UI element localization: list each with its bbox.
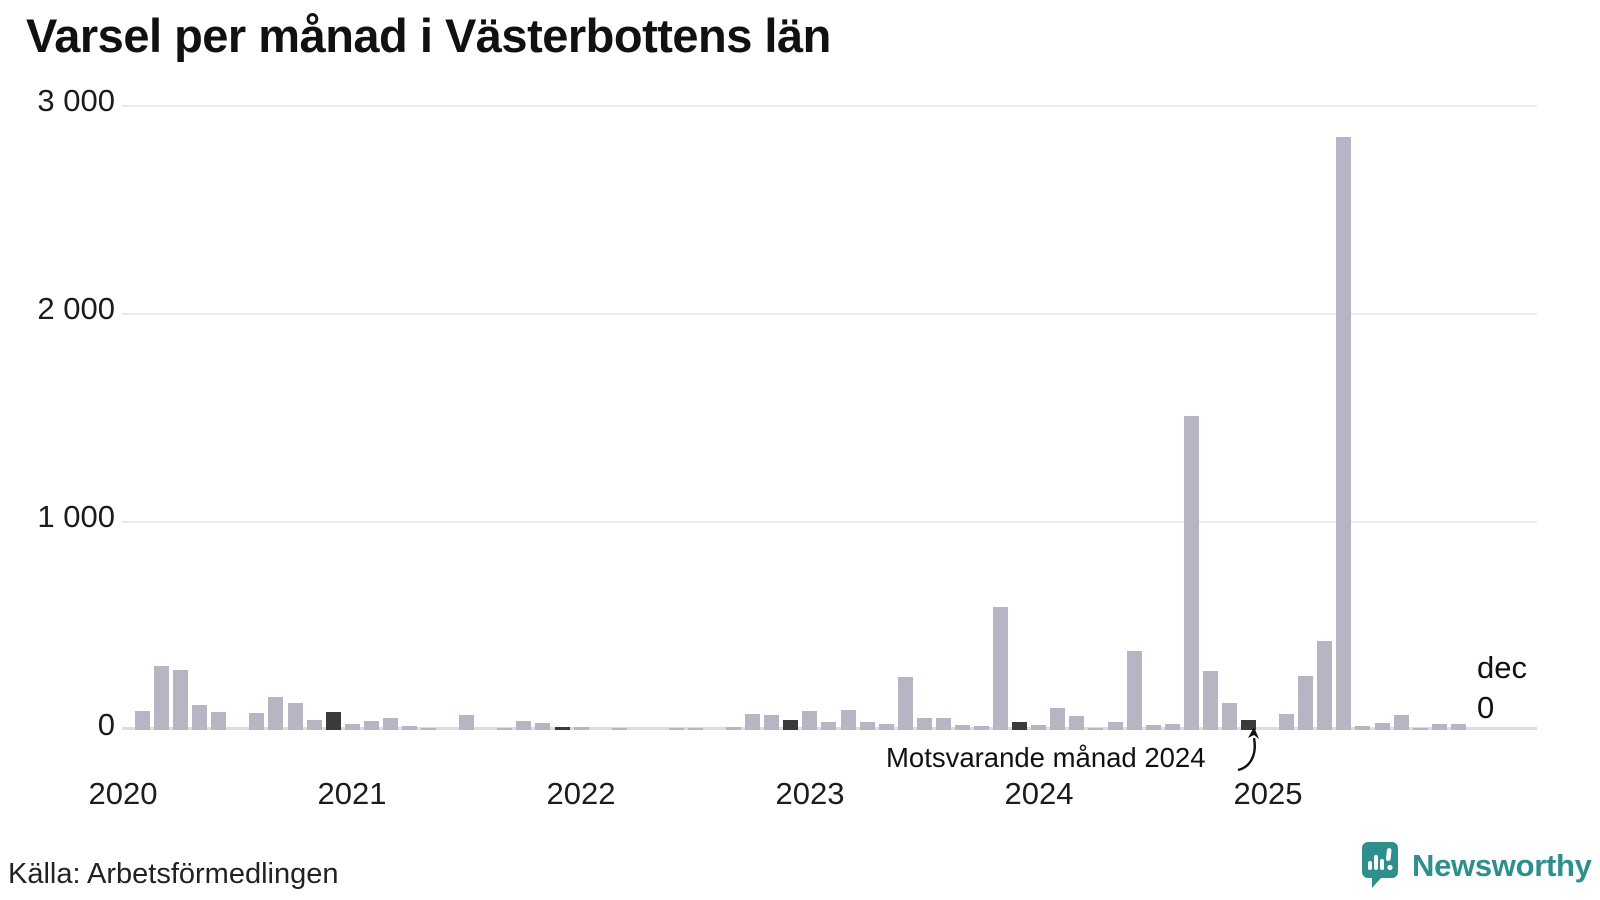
bar-2023-feb: [821, 722, 836, 730]
bar-2024-sep: [1184, 416, 1199, 730]
bar-2022-dec: [783, 720, 798, 730]
bar-2024-nov: [1222, 703, 1237, 730]
bar-2024-jan: [1031, 725, 1046, 730]
annotation-corresponding-month: Motsvarande månad 2024: [886, 742, 1206, 773]
bar-2021-sep: [497, 728, 512, 730]
bar-2020-mar: [154, 666, 169, 730]
bar-2024-feb: [1050, 708, 1065, 730]
bar-2020-nov: [307, 720, 322, 730]
gridline-2000: [122, 313, 1537, 315]
bar-2024-aug: [1165, 724, 1180, 730]
bar-2024-jun: [1127, 651, 1142, 730]
bar-2021-okt: [516, 721, 531, 730]
bar-2022-nov: [764, 715, 779, 730]
latest-value-label: dec 0: [1477, 648, 1527, 728]
bar-2024-dec: [1241, 720, 1256, 730]
bar-2023-mar: [841, 710, 856, 730]
bar-2022-mar: [612, 728, 627, 730]
bar-2023-apr: [860, 722, 875, 730]
bar-2023-jan: [802, 711, 817, 730]
bar-2021-dec: [555, 727, 570, 730]
bar-2023-jun: [898, 677, 913, 730]
bar-2021-jul: [459, 715, 474, 730]
newsworthy-speech-bubble-chart-icon: [1362, 842, 1398, 888]
source-caption: Källa: Arbetsförmedlingen: [8, 858, 339, 890]
bar-2021-nov: [535, 723, 550, 730]
chart-title: Varsel per månad i Västerbottens län: [26, 9, 831, 62]
bar-2025-okt: [1432, 724, 1447, 730]
x-tick-label-2025: 2025: [1233, 776, 1303, 811]
bar-2025-maj: [1336, 137, 1351, 730]
bar-2025-apr: [1317, 641, 1332, 730]
x-tick-label-2020: 2020: [88, 776, 158, 811]
x-tick-label-2021: 2021: [317, 776, 387, 811]
bar-2020-apr: [173, 670, 188, 730]
bar-2024-mar: [1069, 716, 1084, 730]
bar-2020-okt: [288, 703, 303, 730]
bar-2022-jan: [574, 727, 589, 730]
bar-2020-aug: [249, 713, 264, 730]
y-tick-label-0: 0: [97, 707, 115, 742]
bar-2024-okt: [1203, 671, 1218, 730]
bar-2021-maj: [421, 728, 436, 730]
gridline-3000: [122, 105, 1537, 107]
bar-2020-maj: [192, 705, 207, 730]
bar-2025-mar: [1298, 676, 1313, 730]
bar-2024-jul: [1146, 725, 1161, 730]
bar-2021-mar: [383, 718, 398, 730]
bar-2021-apr: [402, 726, 417, 730]
bar-2023-dec: [1012, 722, 1027, 730]
newsworthy-wordmark: Newsworthy: [1412, 848, 1592, 883]
bar-2023-okt: [974, 726, 989, 730]
y-tick-label-1000: 1 000: [37, 499, 115, 534]
bar-2022-jun: [669, 728, 684, 730]
bar-2022-okt: [745, 714, 760, 730]
x-tick-label-2022: 2022: [546, 776, 616, 811]
bar-2024-maj: [1108, 722, 1123, 730]
bar-2023-jul: [917, 718, 932, 730]
bar-2023-aug: [936, 718, 951, 730]
x-tick-label-2023: 2023: [775, 776, 845, 811]
bar-2022-sep: [726, 727, 741, 730]
bar-2020-jun: [211, 712, 226, 730]
latest-value: 0: [1477, 690, 1495, 725]
bar-2023-maj: [879, 724, 894, 730]
bar-2025-jul: [1375, 723, 1390, 730]
bar-2025-feb: [1279, 714, 1294, 730]
annotation-arrow-icon: [1237, 727, 1259, 772]
bar-2020-sep: [268, 697, 283, 730]
bar-2023-sep: [955, 725, 970, 730]
x-tick-label-2024: 2024: [1004, 776, 1074, 811]
bar-2025-nov: [1451, 724, 1466, 730]
bar-2022-jul: [688, 728, 703, 730]
newsworthy-branding: Newsworthy: [1360, 840, 1592, 892]
bar-2025-aug: [1394, 715, 1409, 730]
y-tick-label-2000: 2 000: [37, 291, 115, 326]
bar-2020-dec: [326, 712, 341, 730]
bar-2021-feb: [364, 721, 379, 730]
y-tick-label-3000: 3 000: [37, 83, 115, 118]
bar-2021-jan: [345, 724, 360, 730]
bar-2025-sep: [1413, 728, 1428, 730]
bar-2025-jun: [1355, 726, 1370, 730]
bar-2023-nov: [993, 607, 1008, 730]
bar-2020-feb: [135, 711, 150, 730]
gridline-1000: [122, 521, 1537, 523]
bar-2024-apr: [1088, 728, 1103, 730]
latest-month-label: dec: [1477, 650, 1527, 685]
